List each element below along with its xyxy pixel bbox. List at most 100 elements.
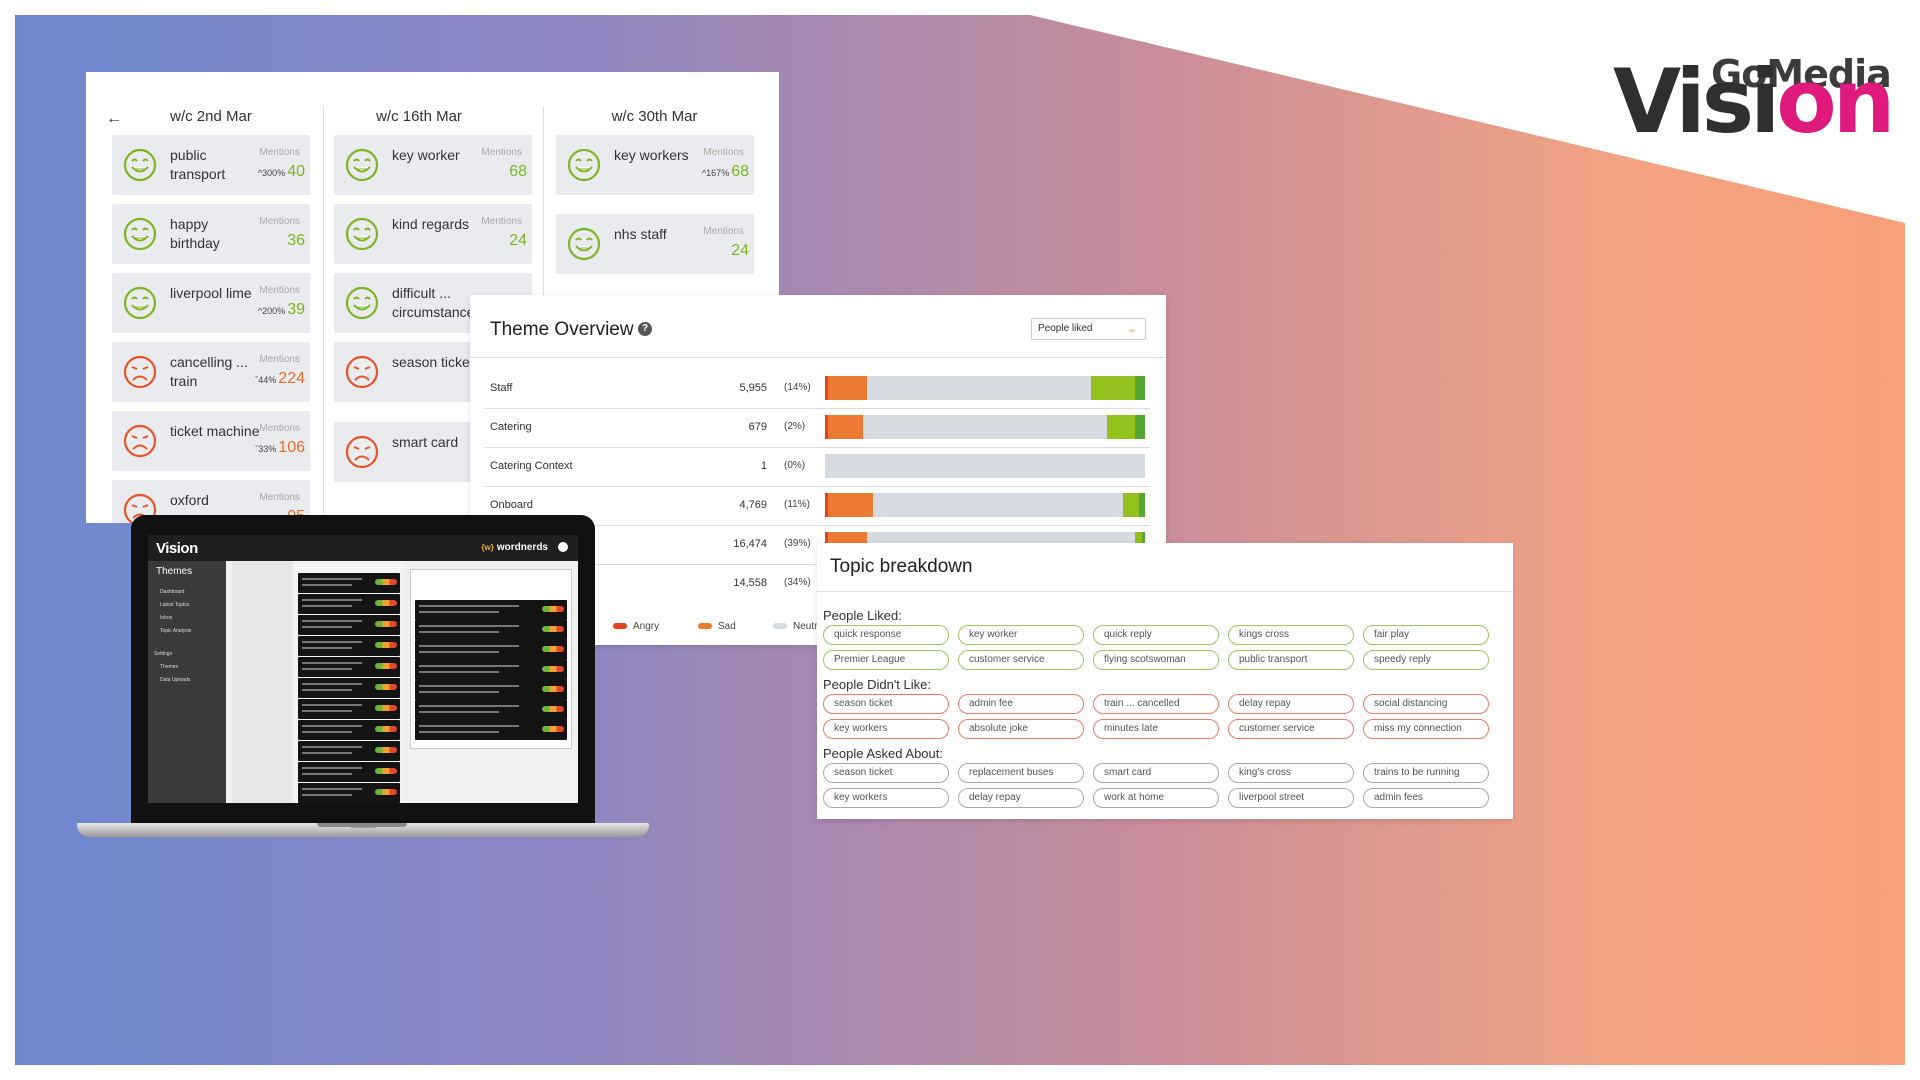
trend-card[interactable]: kind regards Mentions 24 [334, 204, 532, 264]
filter-dropdown[interactable]: People liked ⌄ [1031, 318, 1146, 340]
trend-card[interactable]: liverpool lime Mentions ^200% 39 [112, 273, 310, 333]
trend-card[interactable]: key worker Mentions 68 [334, 135, 532, 195]
theme-row[interactable]: Catering Context 1 (0%) [470, 448, 1166, 486]
bar-segment-sad [828, 376, 867, 400]
topic-pill-asked[interactable]: admin fees [1363, 788, 1489, 808]
sentiment-buttons[interactable] [542, 626, 564, 632]
sentiment-buttons[interactable] [375, 642, 397, 648]
theme-row[interactable]: Catering 679 (2%) [470, 409, 1166, 447]
sentiment-buttons[interactable] [375, 726, 397, 732]
topic-pill-liked[interactable]: quick reply [1093, 625, 1219, 645]
example-card[interactable] [298, 573, 400, 593]
trend-card[interactable]: key workers Mentions ^167% 68 [556, 135, 754, 195]
sentiment-buttons[interactable] [375, 768, 397, 774]
back-arrow-icon[interactable]: ← [106, 110, 122, 127]
example-card[interactable] [298, 657, 400, 677]
topic-pill-liked[interactable]: key worker [958, 625, 1084, 645]
example-card[interactable] [298, 720, 400, 740]
sentiment-buttons[interactable] [542, 706, 564, 712]
trend-card[interactable]: cancelling ... train Mentions ˇ44% 224 [112, 342, 310, 402]
example-card[interactable] [415, 620, 567, 640]
topic-pill-asked[interactable]: delay repay [958, 788, 1084, 808]
example-card[interactable] [415, 600, 567, 620]
app-topbar: Vision {w} wordnerds [148, 535, 578, 561]
topic-pill-liked[interactable]: speedy reply [1363, 650, 1489, 670]
topic-pill-disliked[interactable]: miss my connection [1363, 719, 1489, 739]
sidebar-item[interactable]: Data Uploads [160, 677, 191, 683]
topic-pill-liked[interactable]: flying scotswoman [1093, 650, 1219, 670]
example-card[interactable] [415, 660, 567, 680]
sidebar-item[interactable]: Latest Topics [160, 602, 190, 608]
topic-pill-disliked[interactable]: key workers [823, 719, 949, 739]
mention-count: 68 [509, 163, 527, 180]
topic-pill-asked[interactable]: smart card [1093, 763, 1219, 783]
app-sidebar: Themes Dashboard Latest Topics Inbox Topic … [148, 561, 226, 803]
sentiment-buttons[interactable] [542, 686, 564, 692]
example-card[interactable] [298, 741, 400, 761]
sentiment-buttons[interactable] [542, 726, 564, 732]
laptop-mockup: Vision {w} wordnerds Themes Dashboard Late… [77, 515, 649, 845]
theme-row[interactable]: Staff 5,955 (14%) [470, 370, 1166, 408]
topic-pill-disliked[interactable]: admin fee [958, 694, 1084, 714]
example-card[interactable] [415, 680, 567, 700]
topic-pill-asked[interactable]: season ticket [823, 763, 949, 783]
theme-share: (2%) [784, 421, 806, 432]
sentiment-buttons[interactable] [375, 747, 397, 753]
topic-pill-disliked[interactable]: social distancing [1363, 694, 1489, 714]
topic-pill-asked[interactable]: trains to be running [1363, 763, 1489, 783]
sentiment-buttons[interactable] [375, 579, 397, 585]
trend-card[interactable]: public transport Mentions ^300% 40 [112, 135, 310, 195]
topic-pill-disliked[interactable]: season ticket [823, 694, 949, 714]
topic-pill-disliked[interactable]: customer service [1228, 719, 1354, 739]
sentiment-buttons[interactable] [542, 606, 564, 612]
example-card[interactable] [298, 699, 400, 719]
sidebar-item[interactable]: Topic Analysis [160, 628, 192, 634]
sentiment-buttons[interactable] [375, 705, 397, 711]
sentiment-buttons[interactable] [375, 600, 397, 606]
sentiment-buttons[interactable] [375, 621, 397, 627]
topic-pill-disliked[interactable]: train ... cancelled [1093, 694, 1219, 714]
example-card[interactable] [298, 615, 400, 635]
topic-pill-asked[interactable]: work at home [1093, 788, 1219, 808]
topic-pill-asked[interactable]: liverpool street [1228, 788, 1354, 808]
mention-count: 24 [731, 242, 749, 259]
sidebar-item[interactable]: Inbox [160, 615, 173, 621]
topic-pill-liked[interactable]: fair play [1363, 625, 1489, 645]
trend-card[interactable]: happy birthday Mentions 36 [112, 204, 310, 264]
example-card[interactable] [415, 720, 567, 740]
topic-pill-liked[interactable]: Premier League [823, 650, 949, 670]
topic-pill-liked[interactable]: customer service [958, 650, 1084, 670]
example-card[interactable] [298, 636, 400, 656]
sentiment-bar [825, 376, 1145, 400]
topic-pill-liked[interactable]: kings cross [1228, 625, 1354, 645]
user-icon[interactable] [558, 542, 568, 552]
example-card[interactable] [298, 594, 400, 614]
topic-pill-disliked[interactable]: delay repay [1228, 694, 1354, 714]
sentiment-buttons[interactable] [542, 646, 564, 652]
theme-row[interactable]: Onboard 4,769 (11%) [470, 487, 1166, 525]
topic-pill-disliked[interactable]: minutes late [1093, 719, 1219, 739]
example-card[interactable] [415, 700, 567, 720]
sidebar-item[interactable]: Themes [160, 664, 179, 670]
sentiment-buttons[interactable] [542, 666, 564, 672]
topic-pill-asked[interactable]: key workers [823, 788, 949, 808]
topic-pill-asked[interactable]: king's cross [1228, 763, 1354, 783]
topic-pill-asked[interactable]: replacement buses [958, 763, 1084, 783]
sidebar-item[interactable]: Dashboard [160, 589, 185, 595]
trend-card[interactable]: nhs staff Mentions 24 [556, 214, 754, 274]
topic-pill-liked[interactable]: quick response [823, 625, 949, 645]
example-card[interactable] [298, 678, 400, 698]
example-card[interactable] [298, 783, 400, 803]
mentions-label: Mentions [481, 147, 522, 158]
example-card[interactable] [415, 640, 567, 660]
theme-name: Catering [490, 421, 532, 433]
help-icon[interactable]: ? [638, 322, 652, 336]
sentiment-buttons[interactable] [375, 684, 397, 690]
topic-pill-liked[interactable]: public transport [1228, 650, 1354, 670]
sentiment-buttons[interactable] [375, 789, 397, 795]
sentiment-buttons[interactable] [375, 663, 397, 669]
sidebar-item[interactable]: Settings [154, 651, 173, 657]
topic-pill-disliked[interactable]: absolute joke [958, 719, 1084, 739]
example-card[interactable] [298, 762, 400, 782]
trend-card[interactable]: ticket machine Mentions ˇ33% 106 [112, 411, 310, 471]
